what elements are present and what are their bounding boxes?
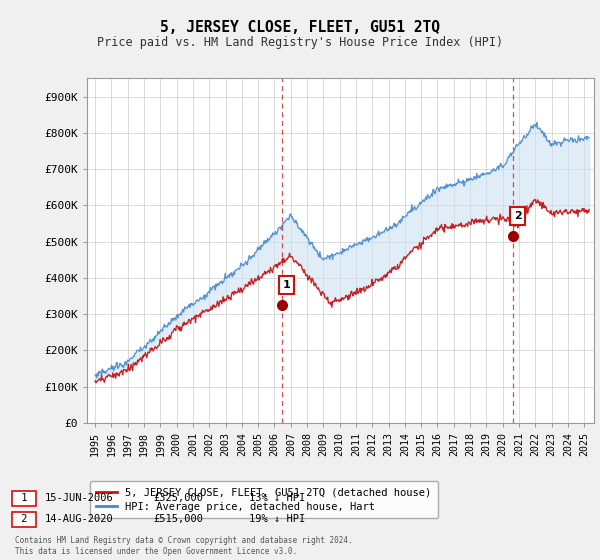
- Text: 13% ↓ HPI: 13% ↓ HPI: [249, 493, 305, 503]
- Text: 1: 1: [15, 493, 34, 503]
- Text: Contains HM Land Registry data © Crown copyright and database right 2024.
This d: Contains HM Land Registry data © Crown c…: [15, 536, 353, 556]
- Text: 19% ↓ HPI: 19% ↓ HPI: [249, 514, 305, 524]
- Text: 2: 2: [514, 211, 521, 221]
- Text: 15-JUN-2006: 15-JUN-2006: [45, 493, 114, 503]
- Text: £325,000: £325,000: [153, 493, 203, 503]
- Text: £515,000: £515,000: [153, 514, 203, 524]
- Text: 14-AUG-2020: 14-AUG-2020: [45, 514, 114, 524]
- Text: 2: 2: [15, 514, 34, 524]
- Text: 1: 1: [283, 280, 290, 290]
- Text: Price paid vs. HM Land Registry's House Price Index (HPI): Price paid vs. HM Land Registry's House …: [97, 36, 503, 49]
- Legend: 5, JERSEY CLOSE, FLEET, GU51 2TQ (detached house), HPI: Average price, detached : 5, JERSEY CLOSE, FLEET, GU51 2TQ (detach…: [89, 482, 437, 518]
- Text: 5, JERSEY CLOSE, FLEET, GU51 2TQ: 5, JERSEY CLOSE, FLEET, GU51 2TQ: [160, 20, 440, 35]
